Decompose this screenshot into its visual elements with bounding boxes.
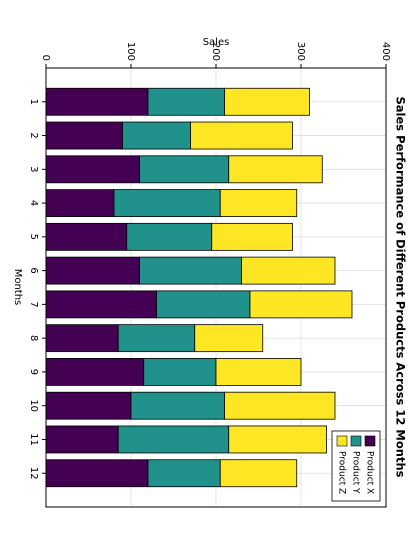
bar-segment <box>194 324 264 353</box>
bar-segment <box>249 290 353 319</box>
bar-segment <box>215 358 302 386</box>
bar-segment <box>45 391 132 420</box>
x-axis-label: Months <box>12 269 23 306</box>
y-tick-label: 300 <box>295 42 306 61</box>
x-tick-label: 6 <box>28 267 39 273</box>
bar-segment <box>219 189 298 217</box>
x-tick-label: 9 <box>28 369 39 375</box>
x-tick-label: 7 <box>28 301 39 307</box>
bar-segment <box>147 459 221 488</box>
legend-swatch <box>350 435 362 447</box>
bar-segment <box>45 290 157 319</box>
bar-segment <box>190 121 293 150</box>
bar-segment <box>143 358 217 386</box>
bar-segment <box>147 87 225 116</box>
bar-segment <box>45 87 149 116</box>
bar-segment <box>219 459 298 488</box>
chart-title: Sales Performance of Different Products … <box>394 97 408 478</box>
bar-segment <box>211 222 293 251</box>
bar-segment <box>45 459 149 488</box>
x-tick-label: 2 <box>28 132 39 138</box>
bar-segment <box>130 391 225 420</box>
legend-swatch <box>336 435 348 447</box>
bar-segment <box>117 425 230 454</box>
y-tick-label: 0 <box>40 55 51 61</box>
bar-segment <box>126 222 213 251</box>
bar-segment <box>45 121 123 150</box>
bar-segment <box>45 425 119 454</box>
y-tick-label: 200 <box>210 42 221 61</box>
bar-segment <box>113 189 221 217</box>
x-tick-label: 11 <box>28 433 39 446</box>
y-tick-label: 400 <box>380 42 391 61</box>
legend-label: Product Y <box>351 451 361 494</box>
x-tick-label: 12 <box>28 467 39 480</box>
bar-segment <box>45 222 128 251</box>
bar-segment <box>241 256 336 285</box>
legend-label: Product Z <box>337 451 347 494</box>
bar-segment <box>224 87 310 116</box>
bar-segment <box>45 155 140 184</box>
bar-segment <box>45 358 145 386</box>
x-tick-label: 10 <box>28 399 39 412</box>
bar-segment <box>156 290 251 319</box>
x-tick-label: 3 <box>28 166 39 172</box>
legend-label: Product X <box>365 451 375 494</box>
x-tick-label: 8 <box>28 335 39 341</box>
x-tick-label: 4 <box>28 200 39 206</box>
bar-segment <box>45 189 115 217</box>
y-axis-label: Sales <box>203 37 230 48</box>
bar-segment <box>139 155 230 184</box>
bar-segment <box>122 121 191 150</box>
bar-segment <box>139 256 242 285</box>
bar-segment <box>224 391 336 420</box>
bar-segment <box>117 324 196 353</box>
plot-frame <box>45 67 387 508</box>
legend-box <box>331 430 381 502</box>
y-tick-label: 100 <box>125 42 136 61</box>
x-tick-label: 1 <box>28 99 39 105</box>
bar-segment <box>45 256 140 285</box>
bar-segment <box>45 324 119 353</box>
bar-segment <box>228 425 327 454</box>
x-tick-label: 5 <box>28 234 39 240</box>
legend-swatch <box>364 435 376 447</box>
bar-segment <box>228 155 323 184</box>
